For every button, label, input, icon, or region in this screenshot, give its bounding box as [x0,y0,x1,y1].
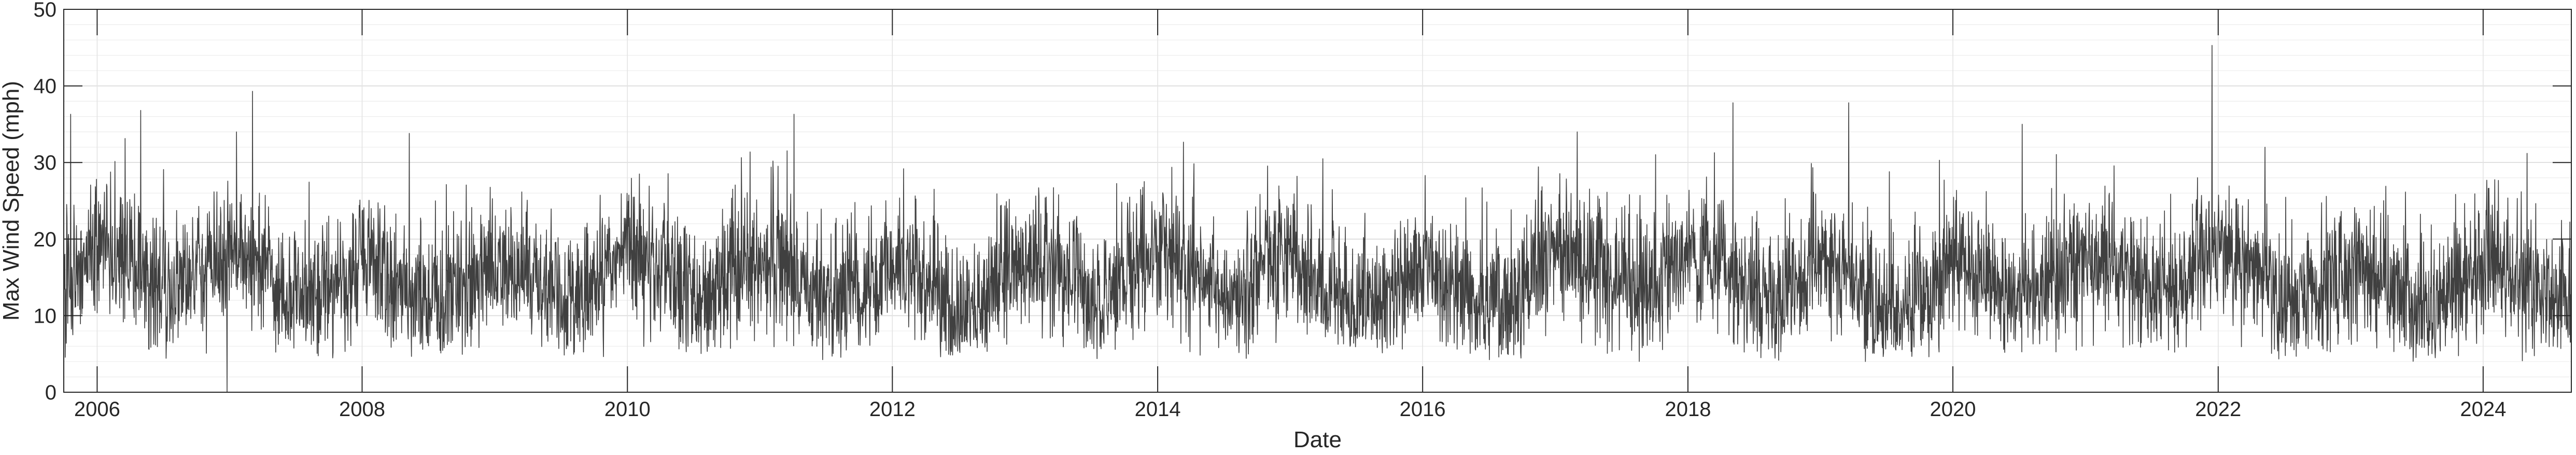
axis-ticks [64,9,2571,393]
x-tick-label: 2022 [2195,398,2241,421]
x-tick-label: 2020 [1930,398,1976,421]
x-tick-label: 2016 [1400,398,1446,421]
series-line [63,45,2572,393]
y-tick-label: 50 [34,0,57,21]
y-tick-label: 20 [34,228,57,251]
x-tick-label: 2024 [2460,398,2506,421]
y-tick-label: 10 [34,305,57,327]
x-tick-label: 2018 [1665,398,1711,421]
x-axis-title: Date [1293,427,1342,452]
y-tick-label: 0 [45,381,57,404]
x-tick-label: 2008 [339,398,385,421]
x-tick-label: 2012 [869,398,916,421]
y-axis-title: Max Wind Speed (mph) [0,81,24,321]
y-tick-label: 40 [34,75,57,98]
x-tick-label: 2010 [604,398,651,421]
x-tick-label: 2006 [74,398,120,421]
x-tick-label: 2014 [1135,398,1181,421]
y-tick-label: 30 [34,151,57,174]
y-tick-labels: 0 10 20 30 40 50 [34,0,57,404]
x-tick-labels: 2006 2008 2010 2012 2014 2016 2018 2020 2022 2024 [74,398,2506,421]
plot-frame [63,9,2572,393]
